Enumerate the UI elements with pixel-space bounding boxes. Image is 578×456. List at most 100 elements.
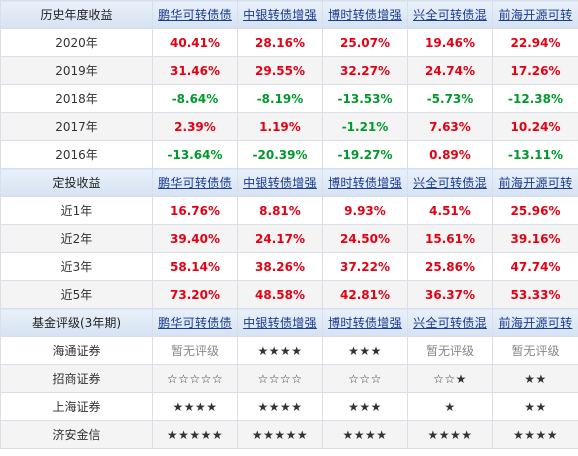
return-cell: 4.51% [407,196,493,225]
section-title: 基金评级(3年期) [0,308,153,337]
return-cell: 17.26% [492,56,578,85]
return-cell: -13.64% [152,140,238,169]
fund-name-link[interactable]: 前海开源可转 [492,0,578,29]
return-cell: -1.21% [322,112,408,141]
rating-cell: 暂无评级 [407,336,493,365]
row-label: 近3年 [0,252,153,281]
return-cell: 37.22% [322,252,408,281]
return-cell: 19.46% [407,28,493,57]
table-row: 近1年 16.76% 8.81% 9.93% 4.51% 25.96% [0,196,578,225]
table-row: 近3年 58.14% 38.26% 37.22% 25.86% 47.74% [0,252,578,281]
fund-name-link[interactable]: 鹏华可转债债 [152,168,238,197]
rating-cell: ★★★★ [237,336,323,365]
rating-cell: ★★★★ [492,420,578,449]
fund-name-link[interactable]: 鹏华可转债债 [152,0,238,29]
fund-name-link[interactable]: 兴全可转债混 [407,308,493,337]
fund-name-link[interactable]: 博时转债增强 [322,0,408,29]
table-row: 2016年 -13.64% -20.39% -19.27% 0.89% -13.11% [0,140,578,169]
fund-name-link[interactable]: 中银转债增强 [237,308,323,337]
row-label: 海通证券 [0,336,153,365]
row-label: 2016年 [0,140,153,169]
table-row: 上海证券 ★★★★ ★★★★ ★★★ ★ ★★ [0,392,578,421]
return-cell: 36.37% [407,280,493,309]
rating-cell: ☆☆☆ [322,364,408,393]
fund-name-link[interactable]: 兴全可转债混 [407,168,493,197]
row-label: 近2年 [0,224,153,253]
table-row: 招商证券 ☆☆☆☆☆ ☆☆☆☆ ☆☆☆ ☆☆★ ★★ [0,364,578,393]
section-title: 历史年度收益 [0,0,153,29]
fund-name-link[interactable]: 前海开源可转 [492,168,578,197]
return-cell: 31.46% [152,56,238,85]
fund-rating-header-row: 基金评级(3年期) 鹏华可转债债 中银转债增强 博时转债增强 兴全可转债混 前海开源可转 [0,308,578,337]
return-cell: -20.39% [237,140,323,169]
table-row: 近5年 73.20% 48.58% 42.81% 36.37% 53.33% [0,280,578,309]
return-cell: 39.40% [152,224,238,253]
rating-cell: 暂无评级 [492,336,578,365]
return-cell: 1.19% [237,112,323,141]
return-cell: 48.58% [237,280,323,309]
annual-returns-header-row: 历史年度收益 鹏华可转债债 中银转债增强 博时转债增强 兴全可转债混 前海开源可转 [0,0,578,29]
return-cell: 47.74% [492,252,578,281]
table-row: 济安金信 ★★★★★ ★★★★★ ★★★★ ★★★★ ★★★★ [0,420,578,449]
table-row: 海通证券 暂无评级 ★★★★ ★★★ 暂无评级 暂无评级 [0,336,578,365]
row-label: 济安金信 [0,420,153,449]
return-cell: -8.64% [152,84,238,113]
return-cell: 29.55% [237,56,323,85]
return-cell: 8.81% [237,196,323,225]
return-cell: -13.53% [322,84,408,113]
rating-cell: ☆☆☆☆☆ [152,364,238,393]
return-cell: 7.63% [407,112,493,141]
fund-name-link[interactable]: 前海开源可转 [492,308,578,337]
return-cell: 42.81% [322,280,408,309]
return-cell: 40.41% [152,28,238,57]
return-cell: 25.07% [322,28,408,57]
return-cell: 39.16% [492,224,578,253]
sip-returns-header-row: 定投收益 鹏华可转债债 中银转债增强 博时转债增强 兴全可转债混 前海开源可转 [0,168,578,197]
rating-cell: ★ [407,392,493,421]
rating-cell: ★★★ [322,392,408,421]
table-row: 2020年 40.41% 28.16% 25.07% 19.46% 22.94% [0,28,578,57]
rating-cell: ★★★★ [237,392,323,421]
fund-name-link[interactable]: 中银转债增强 [237,0,323,29]
rating-cell: ★★ [492,392,578,421]
return-cell: 58.14% [152,252,238,281]
return-cell: 24.17% [237,224,323,253]
rating-cell: ☆☆★ [407,364,493,393]
fund-name-link[interactable]: 博时转债增强 [322,308,408,337]
row-label: 2020年 [0,28,153,57]
return-cell: 73.20% [152,280,238,309]
section-title: 定投收益 [0,168,153,197]
row-label: 上海证券 [0,392,153,421]
row-label: 招商证券 [0,364,153,393]
return-cell: -8.19% [237,84,323,113]
fund-name-link[interactable]: 兴全可转债混 [407,0,493,29]
return-cell: 15.61% [407,224,493,253]
return-cell: 38.26% [237,252,323,281]
row-label: 2018年 [0,84,153,113]
rating-cell: ★★★★ [152,392,238,421]
rating-cell: ★★★★★ [237,420,323,449]
row-label: 2017年 [0,112,153,141]
rating-cell: 暂无评级 [152,336,238,365]
return-cell: 16.76% [152,196,238,225]
return-cell: 25.86% [407,252,493,281]
return-cell: -12.38% [492,84,578,113]
table-row: 2017年 2.39% 1.19% -1.21% 7.63% 10.24% [0,112,578,141]
rating-cell: ★★★ [322,336,408,365]
table-row: 2018年 -8.64% -8.19% -13.53% -5.73% -12.38% [0,84,578,113]
fund-name-link[interactable]: 鹏华可转债债 [152,308,238,337]
rating-cell: ☆☆☆☆ [237,364,323,393]
return-cell: 10.24% [492,112,578,141]
row-label: 2019年 [0,56,153,85]
return-cell: -5.73% [407,84,493,113]
return-cell: 25.96% [492,196,578,225]
fund-name-link[interactable]: 中银转债增强 [237,168,323,197]
fund-name-link[interactable]: 博时转债增强 [322,168,408,197]
return-cell: 24.50% [322,224,408,253]
return-cell: 32.27% [322,56,408,85]
return-cell: 0.89% [407,140,493,169]
return-cell: -13.11% [492,140,578,169]
rating-cell: ★★★★ [322,420,408,449]
